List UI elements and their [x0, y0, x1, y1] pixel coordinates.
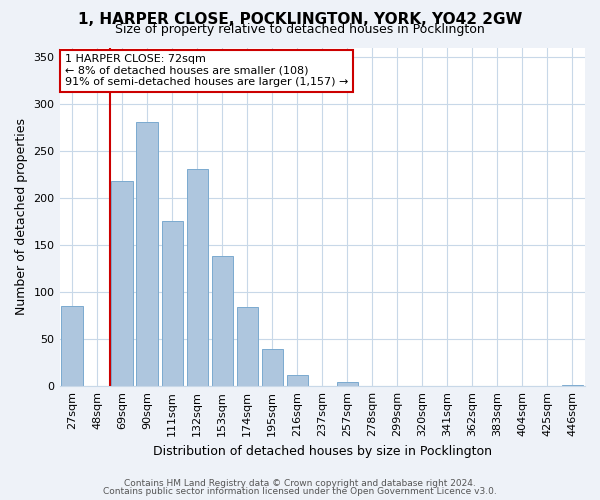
Text: Contains HM Land Registry data © Crown copyright and database right 2024.: Contains HM Land Registry data © Crown c… — [124, 478, 476, 488]
Bar — [262, 348, 283, 386]
Bar — [337, 382, 358, 386]
Bar — [161, 220, 183, 386]
Bar — [187, 169, 208, 386]
Bar — [112, 181, 133, 386]
Y-axis label: Number of detached properties: Number of detached properties — [15, 118, 28, 316]
Bar — [61, 306, 83, 386]
Bar — [236, 307, 258, 386]
Text: 1, HARPER CLOSE, POCKLINGTON, YORK, YO42 2GW: 1, HARPER CLOSE, POCKLINGTON, YORK, YO42… — [78, 12, 522, 28]
Bar — [562, 385, 583, 386]
Text: Size of property relative to detached houses in Pocklington: Size of property relative to detached ho… — [115, 22, 485, 36]
Bar — [136, 122, 158, 386]
X-axis label: Distribution of detached houses by size in Pocklington: Distribution of detached houses by size … — [153, 444, 492, 458]
Bar — [212, 256, 233, 386]
Text: Contains public sector information licensed under the Open Government Licence v3: Contains public sector information licen… — [103, 487, 497, 496]
Bar — [287, 375, 308, 386]
Text: 1 HARPER CLOSE: 72sqm
← 8% of detached houses are smaller (108)
91% of semi-deta: 1 HARPER CLOSE: 72sqm ← 8% of detached h… — [65, 54, 348, 88]
